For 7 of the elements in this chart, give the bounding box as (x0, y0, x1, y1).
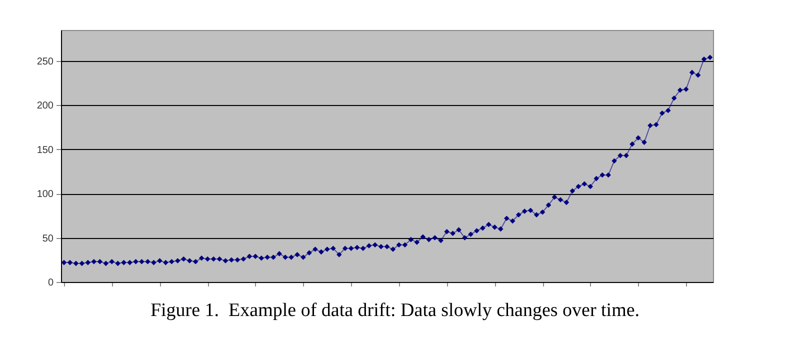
y-tick-label: 100 (36, 189, 54, 200)
y-tick-label: 50 (42, 233, 54, 244)
caption: Figure 1. Example of data drift: Data slowly changes over time. (149, 300, 641, 322)
y-tick-label: 0 (48, 278, 54, 288)
y-tick-label: 250 (36, 56, 54, 68)
y-tick-label: 150 (36, 144, 54, 156)
y-tick-label: 200 (36, 100, 54, 112)
